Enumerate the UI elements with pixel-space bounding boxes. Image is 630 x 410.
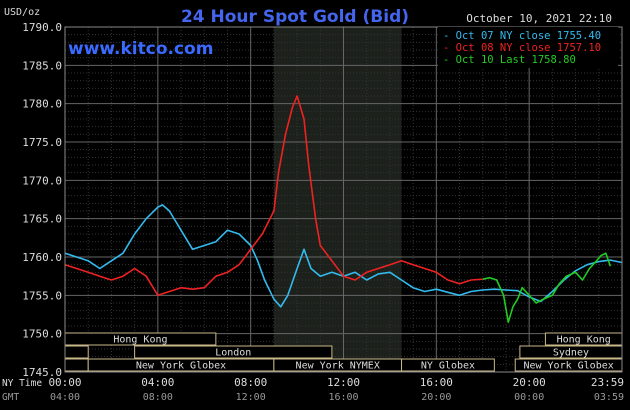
x-tick-label-gmt: 16:00 xyxy=(328,392,358,403)
session-label: London xyxy=(215,348,251,359)
session-label: New York Globex xyxy=(523,361,613,372)
legend-item-oct10: - Oct 10 Last 1758.80 xyxy=(443,54,576,66)
session-bar: New York NYMEX xyxy=(273,358,403,372)
x-tick-label-gmt: 12:00 xyxy=(236,392,266,403)
x-tick-label-ny: 23:59 xyxy=(591,376,624,389)
timestamp: October 10, 2021 22:10 xyxy=(466,12,612,25)
session-bar-box xyxy=(64,358,89,372)
x-tick-label-gmt: 00:00 xyxy=(514,392,544,403)
series-line-0 xyxy=(64,204,622,308)
x-row-label-ny: NY Time xyxy=(2,378,42,389)
highlight-region xyxy=(273,27,402,372)
y-tick-label: 1785.0 xyxy=(22,59,62,72)
session-label: Sydney xyxy=(553,348,589,359)
y-tick-label: 1775.0 xyxy=(22,136,62,149)
session-bar: Hong Kong xyxy=(64,332,217,346)
y-tick-label: 1755.0 xyxy=(22,289,62,302)
y-tick-label: 1770.0 xyxy=(22,174,62,187)
session-bar: New York Globex xyxy=(87,358,275,372)
legend-item-oct07: - Oct 07 NY close 1755.40 xyxy=(443,30,601,42)
x-row-label-gmt: GMT xyxy=(2,392,19,403)
y-tick-label: 1750.0 xyxy=(22,328,62,341)
x-tick-label-ny: 08:00 xyxy=(234,376,267,389)
legend-item-oct07-label: Oct 07 NY close 1755.40 xyxy=(456,30,601,42)
legend-box xyxy=(438,27,618,68)
x-tick-label-gmt: 03:59 xyxy=(594,392,624,403)
session-bar xyxy=(64,345,89,359)
x-tick-label-gmt: 08:00 xyxy=(143,392,173,403)
y-tick-label: 1760.0 xyxy=(22,251,62,264)
x-tick-label-ny: 20:00 xyxy=(513,376,546,389)
plot-border xyxy=(64,26,623,373)
session-bar: Sydney xyxy=(519,345,623,359)
x-tick-label-gmt: 04:00 xyxy=(50,392,80,403)
legend: - Oct 07 NY close 1755.40 - Oct 08 NY cl… xyxy=(438,27,618,68)
session-bar-box xyxy=(134,345,333,359)
session-bar: NY Globex xyxy=(401,358,495,372)
session-bar: New York Globex xyxy=(514,358,623,372)
legend-item-oct08-label: Oct 08 NY close 1757.10 xyxy=(456,42,601,54)
x-tick-label-ny: 00:00 xyxy=(48,376,81,389)
x-tick-label-ny: 12:00 xyxy=(327,376,360,389)
x-tick-label-ny: 04:00 xyxy=(141,376,174,389)
session-label: Hong Kong xyxy=(557,335,611,346)
y-axis-label: USD/oz xyxy=(4,7,40,18)
legend-item-oct08: - Oct 08 NY close 1757.10 xyxy=(443,42,601,54)
session-label: New York NYMEX xyxy=(296,361,380,372)
session-bar: London xyxy=(134,345,333,359)
series-line-2 xyxy=(482,252,612,324)
y-tick-label: 1765.0 xyxy=(22,213,62,226)
series-line-1 xyxy=(64,95,483,297)
y-tick-label: 1780.0 xyxy=(22,98,62,111)
session-label: Hong Kong xyxy=(113,335,167,346)
x-tick-label-gmt: 20:00 xyxy=(421,392,451,403)
x-tick-label-ny: 16:00 xyxy=(420,376,453,389)
session-label: NY Globex xyxy=(421,361,475,372)
watermark-text: www.kitco.com xyxy=(68,39,213,59)
session-label: New York Globex xyxy=(136,361,226,372)
session-bar-box xyxy=(64,345,89,359)
session-bar xyxy=(64,358,89,372)
legend-item-oct10-label: Oct 10 Last 1758.80 xyxy=(456,54,576,66)
y-tick-label: 1745.0 xyxy=(22,366,62,379)
session-bar-box xyxy=(401,358,495,372)
session-bar: Hong Kong xyxy=(544,332,623,346)
y-tick-label: 1790.0 xyxy=(22,21,62,34)
chart-title: 24 Hour Spot Gold (Bid) xyxy=(181,7,409,27)
